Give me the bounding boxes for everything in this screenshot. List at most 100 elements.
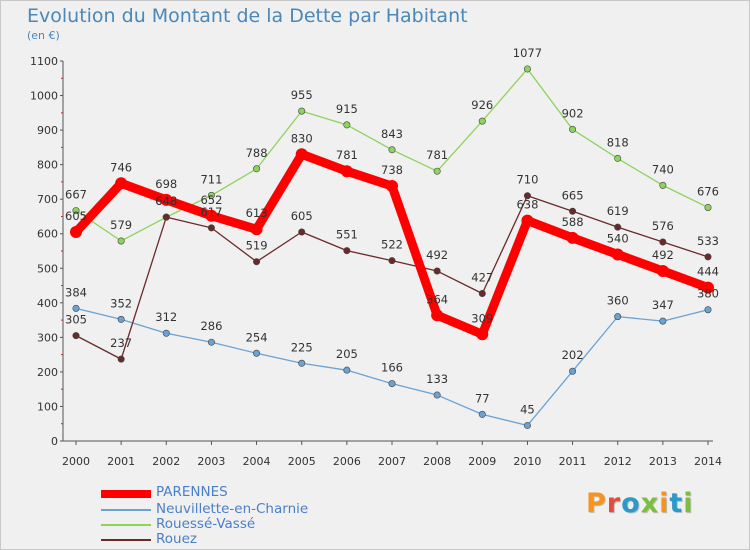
data-label: 133 <box>426 372 448 386</box>
data-point <box>343 247 351 255</box>
data-label: 360 <box>607 294 629 308</box>
y-tick-label: 600 <box>37 228 58 241</box>
x-tick-label: 2005 <box>288 455 316 468</box>
data-point <box>611 248 624 261</box>
logo-letter: x <box>640 488 660 519</box>
data-label: 1077 <box>513 46 542 60</box>
data-point <box>614 154 622 162</box>
data-label: 444 <box>697 265 719 279</box>
data-label: 638 <box>516 198 538 212</box>
data-point <box>433 391 441 399</box>
data-label: 738 <box>381 163 403 177</box>
x-tick-label: 2003 <box>197 455 225 468</box>
logo-letter: t <box>669 488 684 519</box>
data-point <box>117 237 125 245</box>
data-label: 225 <box>291 340 313 354</box>
x-tick-label: 2007 <box>378 455 406 468</box>
data-point <box>115 177 128 190</box>
data-point <box>253 165 261 173</box>
logo-letter: o <box>621 488 641 519</box>
y-tick-label: 1100 <box>30 55 58 68</box>
data-point <box>117 355 125 363</box>
data-label: 613 <box>246 206 268 220</box>
logo-letter: P <box>586 488 607 519</box>
data-label: 605 <box>291 209 313 223</box>
data-label: 533 <box>697 234 719 248</box>
x-tick-label: 2002 <box>152 455 180 468</box>
data-label: 309 <box>471 311 493 325</box>
data-label: 352 <box>110 296 132 310</box>
x-tick-label: 2004 <box>243 455 271 468</box>
data-label: 830 <box>291 131 313 145</box>
data-label: 676 <box>697 184 719 198</box>
data-label: 202 <box>562 348 584 362</box>
data-point <box>298 228 306 236</box>
data-point <box>343 121 351 129</box>
data-label: 312 <box>155 310 177 324</box>
legend-label: PARENNES <box>156 484 228 500</box>
x-tick-label: 2009 <box>468 455 496 468</box>
data-label: 77 <box>475 391 490 405</box>
data-label: 652 <box>200 193 222 207</box>
y-tick-label: 300 <box>37 331 58 344</box>
chart-title: Evolution du Montant de la Dette par Hab… <box>27 5 468 27</box>
legend-swatch <box>101 524 151 526</box>
y-tick-label: 500 <box>37 262 58 275</box>
data-point <box>72 207 80 215</box>
data-point <box>478 117 486 125</box>
data-point <box>614 223 622 231</box>
data-label: 492 <box>652 248 674 262</box>
data-point <box>569 207 577 215</box>
y-tick-label: 0 <box>51 435 58 448</box>
y-tick-label: 400 <box>37 297 58 310</box>
data-point <box>659 238 667 246</box>
data-point <box>295 148 308 161</box>
data-point <box>478 410 486 418</box>
data-point <box>659 181 667 189</box>
data-label: 522 <box>381 238 403 252</box>
data-point <box>521 214 534 227</box>
data-point <box>250 223 263 236</box>
data-point <box>343 366 351 374</box>
data-label: 711 <box>200 172 222 186</box>
data-label: 902 <box>562 106 584 120</box>
data-label: 617 <box>200 205 222 219</box>
data-point <box>523 421 531 429</box>
data-label: 551 <box>336 228 358 242</box>
data-label: 915 <box>336 102 358 116</box>
data-label: 648 <box>155 194 177 208</box>
data-point <box>253 349 261 357</box>
logo-letter: i <box>683 488 694 519</box>
x-tick-label: 2008 <box>423 455 451 468</box>
data-point <box>205 209 218 222</box>
data-point <box>207 191 215 199</box>
data-point <box>207 224 215 232</box>
data-point <box>569 367 577 375</box>
data-label: 576 <box>652 219 674 233</box>
data-label: 427 <box>471 270 493 284</box>
data-label: 254 <box>246 330 268 344</box>
x-tick-label: 2012 <box>604 455 632 468</box>
data-label: 843 <box>381 127 403 141</box>
data-label: 364 <box>426 292 448 306</box>
data-point <box>659 317 667 325</box>
data-point <box>569 125 577 133</box>
data-label: 710 <box>516 173 538 187</box>
data-label: 492 <box>426 248 448 262</box>
data-point <box>478 289 486 297</box>
data-point <box>386 180 398 193</box>
data-point <box>614 313 622 321</box>
legend-swatch <box>101 490 151 498</box>
data-point <box>431 309 444 322</box>
data-point <box>433 267 441 275</box>
data-label: 605 <box>65 209 87 223</box>
data-label: 286 <box>200 319 222 333</box>
data-point <box>702 281 714 294</box>
data-point <box>162 213 170 221</box>
data-label: 740 <box>652 162 674 176</box>
x-tick-label: 2010 <box>513 455 541 468</box>
data-point <box>704 306 712 314</box>
data-point <box>523 192 531 200</box>
